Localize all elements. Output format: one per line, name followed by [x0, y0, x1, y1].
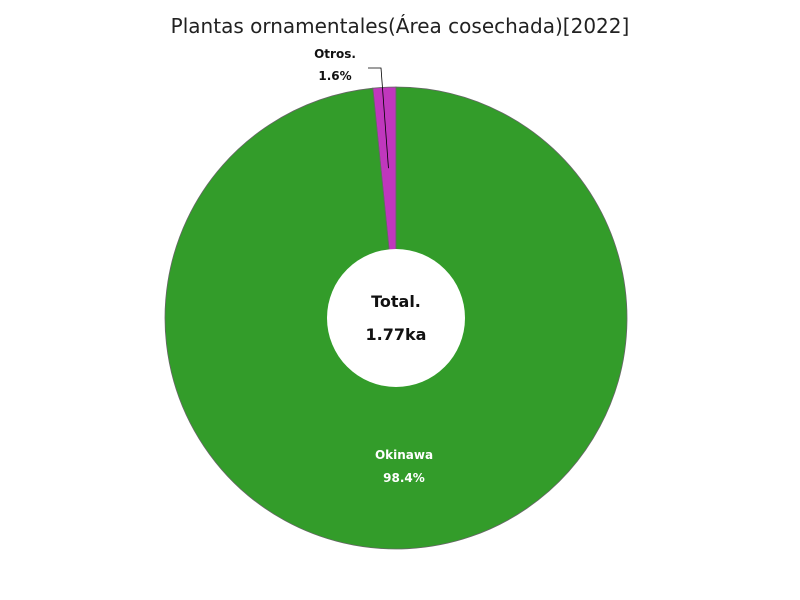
slice-label-otros: Otros.: [314, 47, 356, 61]
slice-percent-otros: 1.6%: [318, 69, 351, 83]
center-hole: [327, 249, 465, 387]
leader-line-otros: [368, 67, 389, 169]
slice-label-okinawa: Okinawa: [375, 448, 433, 462]
center-total-label: Total.: [371, 292, 421, 311]
labels-layer: Otros. 1.6% Okinawa 98.4%: [314, 47, 433, 485]
slice-percent-okinawa: 98.4%: [383, 471, 425, 485]
chart-title: Plantas ornamentales(Área cosechada)[202…: [170, 14, 630, 38]
center-total-value: 1.77ka: [366, 325, 427, 344]
